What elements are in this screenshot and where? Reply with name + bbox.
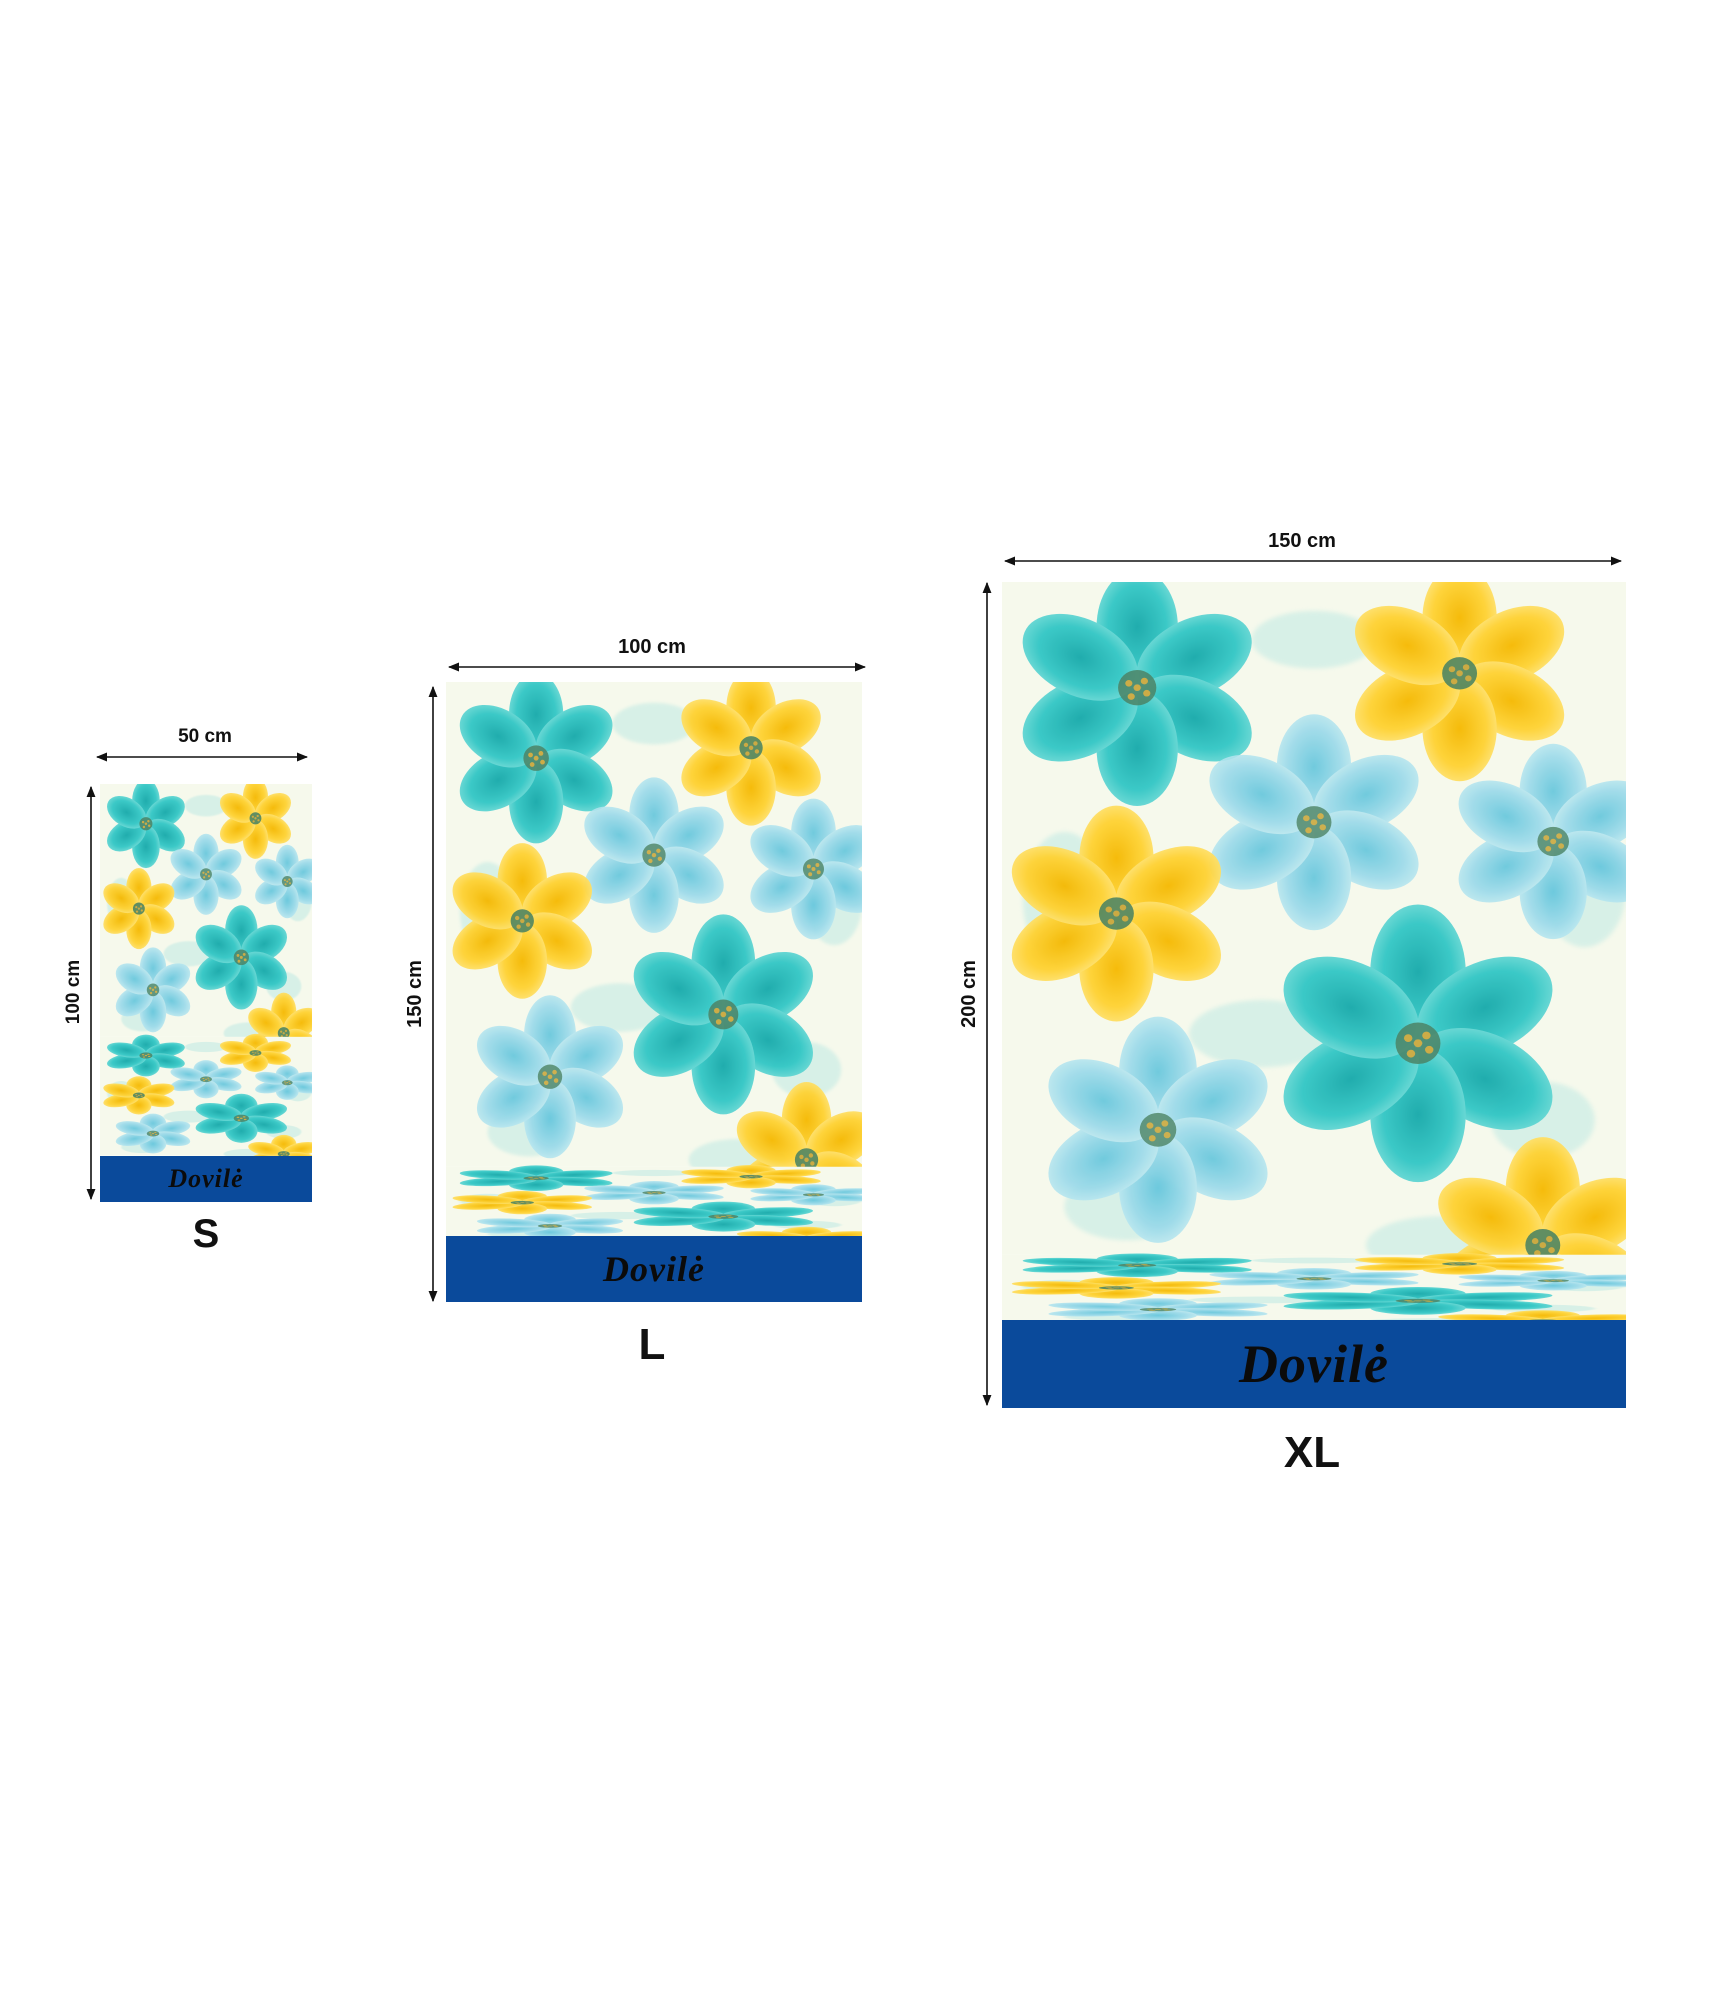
brand-name: Dovilė <box>168 1164 244 1193</box>
height-label: 200 cm <box>958 960 980 1028</box>
brand-band: Dovilė <box>446 1236 862 1302</box>
width-label: 100 cm <box>618 636 686 658</box>
towel-panel: Dovilė <box>446 682 862 1302</box>
brand-band: Dovilė <box>100 1156 312 1202</box>
size-label: L <box>638 1320 666 1369</box>
brand-band: Dovilė <box>1002 1320 1626 1408</box>
width-dimension-arrow <box>447 662 867 672</box>
height-dimension-arrow <box>86 785 96 1201</box>
height-dimension-arrow <box>428 685 438 1303</box>
size-label: S <box>192 1212 220 1256</box>
size-label: XL <box>1283 1428 1341 1477</box>
brand-name: Dovilė <box>1239 1334 1389 1394</box>
height-label: 100 cm <box>63 959 84 1025</box>
width-dimension-arrow <box>1003 556 1623 566</box>
brand-name: Dovilė <box>603 1249 705 1289</box>
towel-panel: Dovilė <box>100 784 312 1202</box>
floral-pattern <box>100 784 312 1156</box>
height-dimension-arrow <box>982 581 992 1407</box>
width-label: 150 cm <box>1268 530 1336 552</box>
towel-panel: Dovilė <box>1002 582 1626 1408</box>
floral-pattern <box>1002 582 1626 1322</box>
height-label: 150 cm <box>404 960 426 1028</box>
width-label: 50 cm <box>178 726 232 747</box>
width-dimension-arrow <box>95 752 309 762</box>
floral-pattern <box>446 682 862 1236</box>
